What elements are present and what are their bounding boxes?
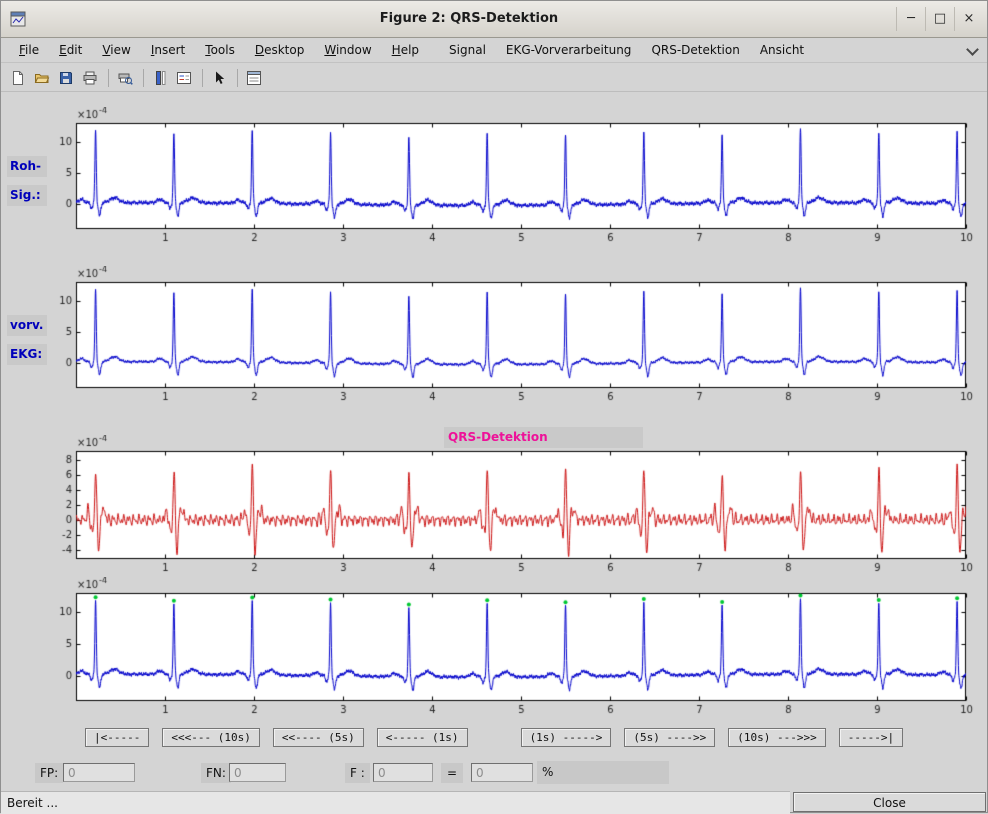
plot-raw-signal — [56, 107, 974, 247]
toolbar-separator — [237, 68, 238, 87]
menu-tools[interactable]: Tools — [205, 43, 235, 57]
menu-window[interactable]: Window — [324, 43, 372, 57]
print-preview-button[interactable] — [114, 67, 136, 89]
preprocessed-label-line2: EKG: — [7, 344, 47, 365]
insert-legend-icon — [177, 71, 191, 84]
nav-button-back-5s[interactable]: <<---- (5s) — [272, 728, 364, 747]
menu-signal[interactable]: Signal — [449, 43, 486, 57]
menubar-overflow-icon[interactable] — [966, 43, 979, 56]
figure-toolbar — [1, 64, 987, 92]
new-document-button[interactable] — [7, 67, 29, 89]
window-title: Figure 2: QRS-Detektion — [379, 11, 559, 26]
toolbar-separator — [143, 68, 144, 87]
pointer-icon — [216, 71, 225, 84]
nav-button-jump-end[interactable]: ----->| — [838, 728, 904, 747]
nav-button-fwd-1s[interactable]: (1s) -----> — [520, 728, 612, 747]
equals-label: = — [441, 763, 463, 783]
menu-insert[interactable]: Insert — [150, 43, 186, 57]
open-folder-icon — [34, 73, 50, 83]
result-input[interactable] — [471, 763, 533, 782]
minimize-button[interactable]: ─ — [896, 7, 925, 31]
fp-input[interactable] — [63, 763, 135, 782]
maximize-button[interactable]: □ — [925, 7, 954, 31]
fn-input[interactable] — [229, 763, 286, 782]
open-folder-button[interactable] — [31, 67, 53, 89]
window-controls: ─ □ × — [896, 1, 983, 37]
fp-label: FP: — [35, 763, 64, 783]
navigation-row: |<----- <<<--- (10s) <<---- (5s) <----- … — [85, 728, 904, 747]
nav-button-back-10s[interactable]: <<<--- (10s) — [162, 728, 260, 747]
property-editor-button[interactable] — [243, 67, 265, 89]
plot-preprocessed-ecg — [56, 266, 974, 406]
nav-button-back-1s[interactable]: <----- (1s) — [376, 728, 468, 747]
plot-qrs-detection-filtered — [56, 435, 974, 577]
property-editor-icon — [247, 70, 261, 85]
save-icon — [60, 71, 72, 84]
save-button[interactable] — [55, 67, 77, 89]
menu-qrs-detektion[interactable]: QRS-Detektion — [651, 43, 740, 57]
close-window-button[interactable]: × — [954, 7, 983, 31]
insert-colorbar-icon — [156, 70, 166, 85]
menu-edit[interactable]: Edit — [59, 43, 83, 57]
print-button[interactable] — [79, 67, 101, 89]
raw-signal-label-line2: Sig.: — [7, 185, 47, 206]
menu-ekg-vorverarbeitung[interactable]: EKG-Vorverarbeitung — [505, 43, 632, 57]
plot-detected-beats — [56, 577, 974, 719]
statusbar: Bereit ... — [1, 791, 790, 814]
menu-file[interactable]: File — [19, 43, 40, 57]
titlebar[interactable]: Figure 2: QRS-Detektion ─ □ × — [1, 1, 987, 38]
preprocessed-label-line1: vorv. — [7, 315, 47, 336]
menu-view[interactable]: View — [102, 43, 131, 57]
insert-legend-button[interactable] — [173, 67, 195, 89]
menubar: File Edit View Insert Tools Desktop Wind… — [1, 38, 987, 63]
menu-desktop[interactable]: Desktop — [254, 43, 305, 57]
close-button[interactable]: Close — [793, 792, 986, 812]
nav-button-fwd-5s[interactable]: (5s) ---->> — [624, 728, 716, 747]
percent-label: % — [537, 761, 669, 784]
app-icon — [10, 11, 26, 27]
new-document-icon — [13, 70, 23, 85]
f-input[interactable] — [373, 763, 433, 782]
nav-button-jump-start[interactable]: |<----- — [85, 728, 150, 747]
fn-label: FN: — [201, 763, 231, 783]
menu-ansicht[interactable]: Ansicht — [759, 43, 805, 57]
f-label: F : — [345, 763, 370, 783]
print-icon — [83, 71, 97, 84]
toolbar-separator — [108, 68, 109, 87]
toolbar-separator — [202, 68, 203, 87]
raw-signal-label-line1: Roh- — [7, 156, 47, 177]
nav-button-fwd-10s[interactable]: (10s) --->>> — [728, 728, 826, 747]
insert-colorbar-button[interactable] — [149, 67, 171, 89]
status-text: Bereit ... — [7, 796, 58, 810]
print-preview-icon — [118, 73, 133, 85]
pointer-button[interactable] — [208, 67, 230, 89]
menu-help[interactable]: Help — [391, 43, 420, 57]
